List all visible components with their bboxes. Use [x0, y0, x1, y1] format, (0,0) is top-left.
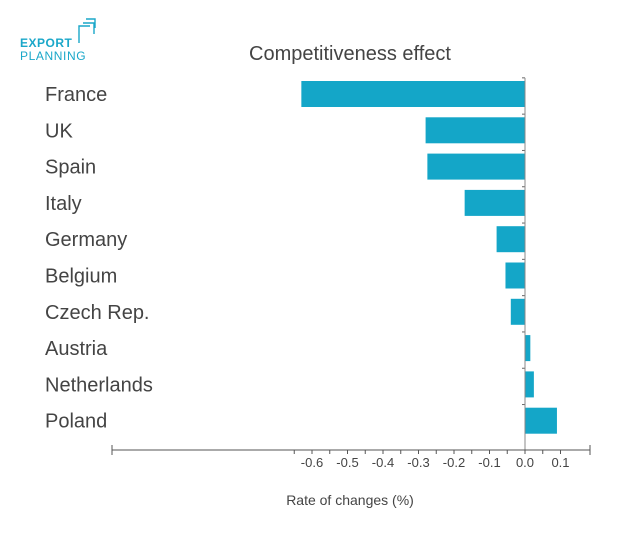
- bar: [496, 226, 525, 253]
- export-planning-logo: EXPORT PLANNING: [20, 18, 110, 64]
- x-tick-label: -0.6: [301, 455, 323, 470]
- category-label: Austria: [45, 338, 108, 360]
- x-tick-label: -0.3: [407, 455, 429, 470]
- category-label: Belgium: [45, 266, 117, 288]
- chart-title: Competitiveness effect: [249, 43, 451, 65]
- bar: [525, 335, 531, 362]
- bar: [464, 189, 525, 216]
- bar: [505, 262, 525, 289]
- category-label: Germany: [45, 229, 127, 251]
- x-tick-label: -0.1: [478, 455, 500, 470]
- bar: [425, 117, 525, 144]
- logo-text-planning: PLANNING: [20, 49, 87, 63]
- category-label: Poland: [45, 411, 107, 433]
- x-tick-label: -0.5: [336, 455, 358, 470]
- category-label: Italy: [45, 193, 82, 215]
- x-tick-label: 0.0: [516, 455, 534, 470]
- x-tick-label: -0.2: [443, 455, 465, 470]
- logo-text-export: EXPORT: [20, 36, 73, 50]
- category-label: Spain: [45, 157, 96, 179]
- x-axis: -0.6 -0.5 -0.4 -0.3 -0.2 -0.1 0.0 0.1: [111, 77, 591, 470]
- bar: [525, 407, 557, 434]
- x-tick-label: 0.1: [551, 455, 569, 470]
- bar: [427, 153, 525, 180]
- x-axis-title: Rate of changes (%): [286, 492, 414, 508]
- x-tick-label: -0.4: [372, 455, 394, 470]
- logo-corner-icon: [78, 18, 96, 43]
- category-label: UK: [45, 120, 73, 142]
- category-label: France: [45, 84, 107, 106]
- category-labels: France UK Spain Italy Germany Belgium Czech Re…: [45, 84, 153, 433]
- bar: [510, 298, 525, 325]
- bar: [301, 81, 525, 107]
- bar: [525, 371, 534, 398]
- category-label: Czech Rep.: [45, 302, 150, 324]
- bars: [301, 81, 557, 434]
- category-label: Netherlands: [45, 374, 153, 396]
